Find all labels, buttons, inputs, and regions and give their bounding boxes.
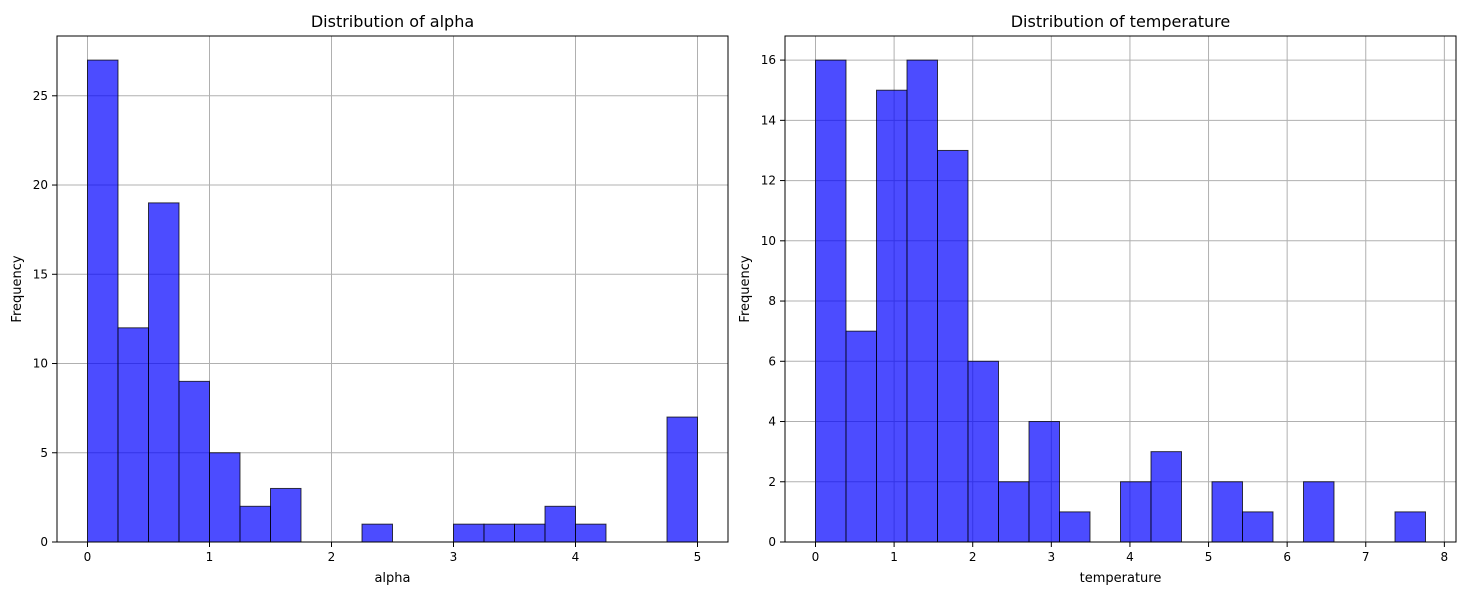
- temperature-y-tick-label: 8: [768, 294, 776, 308]
- alpha-histogram-bar: [270, 487, 302, 543]
- alpha-y-tick-label: 25: [33, 89, 48, 103]
- alpha-histogram-bar: [117, 327, 149, 543]
- alpha-x-tick-label: 5: [694, 550, 702, 564]
- temperature-bars: [815, 59, 1426, 543]
- temperature-histogram-bar: [906, 59, 938, 543]
- alpha-histogram-bar: [666, 416, 698, 543]
- temperature-x-tick-label: 5: [1205, 550, 1213, 564]
- temperature-histogram-bar: [1028, 421, 1060, 543]
- temperature-x-tick-label: 3: [1048, 550, 1056, 564]
- temperature-y-tick-label: 6: [768, 354, 776, 368]
- temperature-x-axis-label: temperature: [1080, 571, 1162, 586]
- alpha-y-tick-label: 10: [33, 357, 48, 371]
- temperature-histogram-bar: [1394, 511, 1426, 543]
- alpha-histogram-bar: [239, 505, 271, 543]
- alpha-x-axis-label: alpha: [374, 571, 410, 586]
- temperature-x-tick-label: 0: [812, 550, 820, 564]
- alpha-x-tick-label: 2: [328, 550, 336, 564]
- alpha-histogram-bar: [483, 523, 515, 543]
- alpha-y-axis-label: Frequency: [10, 255, 25, 322]
- temperature-y-tick-label: 16: [761, 53, 776, 67]
- alpha-histogram-bar: [361, 523, 393, 543]
- temperature-y-tick-label: 2: [768, 475, 776, 489]
- alpha-histogram-bar: [575, 523, 607, 543]
- temperature-x-tick-label: 8: [1441, 550, 1449, 564]
- temperature-y-axis-label: Frequency: [738, 255, 753, 322]
- temperature-histogram-bar: [815, 59, 847, 543]
- temperature-x-tick-label: 4: [1126, 550, 1134, 564]
- temperature-y-tick-label: 0: [768, 535, 776, 549]
- alpha-ticks: 0 1 2 3 4 5 0 5 10 15 20 25: [33, 89, 702, 564]
- alpha-histogram-bar: [544, 505, 576, 543]
- alpha-chart-title: Distribution of alpha: [311, 12, 474, 31]
- temperature-plot-frame: [784, 35, 1457, 543]
- temperature-histogram-bar: [1211, 481, 1243, 543]
- temperature-histogram-bar: [967, 360, 999, 543]
- temperature-x-tick-label: 6: [1283, 550, 1291, 564]
- temperature-chart-title: Distribution of temperature: [1011, 12, 1231, 31]
- alpha-histogram-bar: [514, 523, 546, 543]
- alpha-x-tick-label: 1: [206, 550, 214, 564]
- alpha-plot-frame: [56, 35, 729, 543]
- temperature-y-tick-label: 14: [761, 113, 776, 127]
- temperature-x-tick-label: 2: [969, 550, 977, 564]
- temperature-histogram-bar: [1059, 511, 1091, 543]
- temperature-histogram-bar: [1150, 451, 1182, 543]
- alpha-y-tick-label: 20: [33, 178, 48, 192]
- alpha-y-tick-label: 15: [33, 267, 48, 281]
- alpha-y-tick-label: 5: [40, 446, 48, 460]
- temperature-histogram-bar: [1242, 511, 1274, 543]
- alpha-histogram-bar: [178, 380, 210, 543]
- alpha-x-tick-label: 0: [84, 550, 92, 564]
- temperature-histogram-bar: [1303, 481, 1335, 543]
- temperature-y-tick-label: 12: [761, 174, 776, 188]
- temperature-histogram-bar: [1120, 481, 1152, 543]
- temperature-histogram-bar: [876, 89, 908, 543]
- alpha-histogram-bar: [148, 202, 180, 543]
- temperature-histogram-bar: [845, 330, 877, 543]
- alpha-histogram-bar: [453, 523, 485, 543]
- alpha-bars: [87, 59, 698, 543]
- temperature-histogram-bar: [937, 149, 969, 543]
- temperature-y-tick-label: 4: [768, 415, 776, 429]
- alpha-x-tick-label: 4: [572, 550, 580, 564]
- alpha-x-tick-label: 3: [450, 550, 458, 564]
- temperature-x-tick-label: 7: [1362, 550, 1370, 564]
- alpha-y-tick-label: 0: [40, 535, 48, 549]
- temperature-histogram-bar: [998, 481, 1030, 543]
- temperature-x-tick-label: 1: [890, 550, 898, 564]
- alpha-histogram-bar: [87, 59, 119, 543]
- temperature-y-tick-label: 10: [761, 234, 776, 248]
- alpha-histogram-panel: 0 1 2 3 4 5 0 5 10 15 20 25 Distribution of alpha a…: [10, 12, 729, 586]
- alpha-histogram-bar: [209, 452, 241, 543]
